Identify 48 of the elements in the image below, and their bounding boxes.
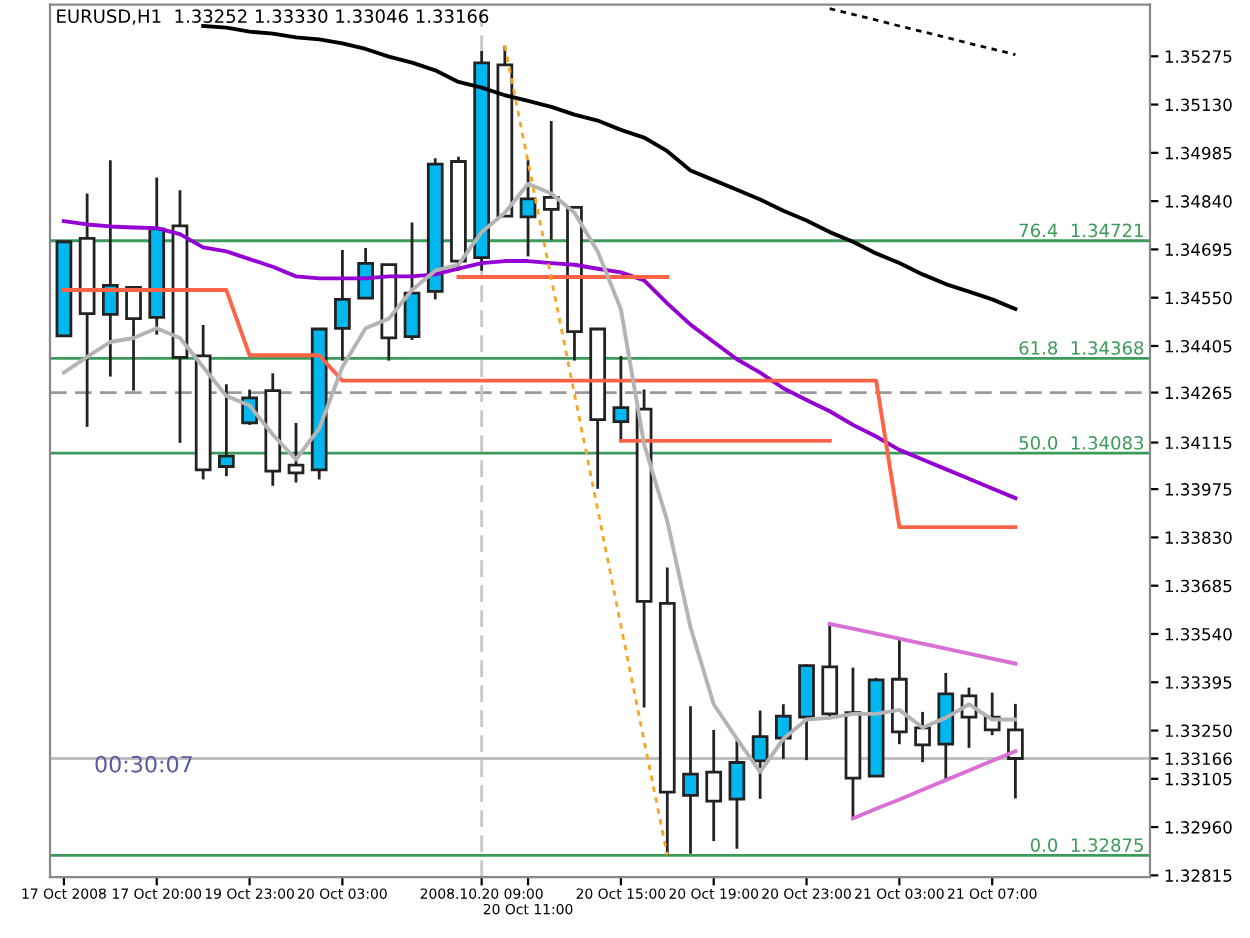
candlestick xyxy=(705,728,723,843)
candlestick xyxy=(287,421,305,484)
y-tick-label: 1.34985 xyxy=(1165,146,1232,160)
candlestick xyxy=(682,704,699,856)
candlestick xyxy=(218,382,235,478)
ref-line-label: 76.4 1.34721 xyxy=(1019,223,1143,238)
ref-line-label: 61.8 1.34368 xyxy=(1019,341,1144,355)
y-tick-label: 1.33540 xyxy=(1165,627,1232,641)
candlestick xyxy=(519,158,537,258)
y-tick-label: 1.34115 xyxy=(1165,436,1232,450)
y-tick-label: 1.33250 xyxy=(1165,724,1232,738)
candlestick xyxy=(1007,702,1024,800)
y-tick-label: 1.32815 xyxy=(1165,869,1232,882)
line-series xyxy=(201,24,1018,311)
candlestick xyxy=(125,285,142,392)
chart-title: EURUSD,H1 1.33252 1.33330 1.33046 1.33166 xyxy=(57,9,489,25)
line-series xyxy=(61,219,1018,501)
candlestick xyxy=(774,702,792,761)
candlestick xyxy=(357,246,374,300)
annotation: 00:30:07 xyxy=(95,755,192,773)
candlestick xyxy=(821,622,839,720)
y-tick-label: 1.34550 xyxy=(1165,291,1232,305)
candlestick xyxy=(334,248,351,363)
ref-line-label: 0.0 1.32875 xyxy=(1030,838,1143,852)
y-tick-label: 1.33830 xyxy=(1165,531,1232,544)
line-series xyxy=(503,44,669,857)
candlestick xyxy=(914,710,931,764)
candlestick xyxy=(403,221,421,342)
candlestick xyxy=(101,158,119,378)
y-tick-label: 1.33975 xyxy=(1165,483,1232,496)
candlestick xyxy=(542,119,560,242)
candlestick xyxy=(728,739,746,851)
ref-line-label: 50.0 1.34083 xyxy=(1019,436,1144,450)
y-tick-label: 1.32960 xyxy=(1165,821,1232,834)
y-tick-label: 1.33685 xyxy=(1165,579,1232,593)
line-series xyxy=(827,622,1018,666)
line-series xyxy=(828,7,1017,57)
y-tick-label: 1.34265 xyxy=(1165,386,1232,400)
y-tick-label: 1.34840 xyxy=(1165,195,1232,208)
y-tick-label: 1.33395 xyxy=(1165,676,1232,689)
y-tick-label: 1.34405 xyxy=(1165,339,1232,353)
y-tick-label: 1.35130 xyxy=(1165,98,1232,112)
y-tick-label: 1.35275 xyxy=(1165,50,1232,63)
candlestick xyxy=(751,709,769,801)
y-tick-label: 1.33166 xyxy=(1165,752,1232,766)
candlestick xyxy=(612,354,630,443)
y-tick-label: 1.33105 xyxy=(1165,772,1232,786)
y-tick-label: 1.34695 xyxy=(1165,243,1232,256)
